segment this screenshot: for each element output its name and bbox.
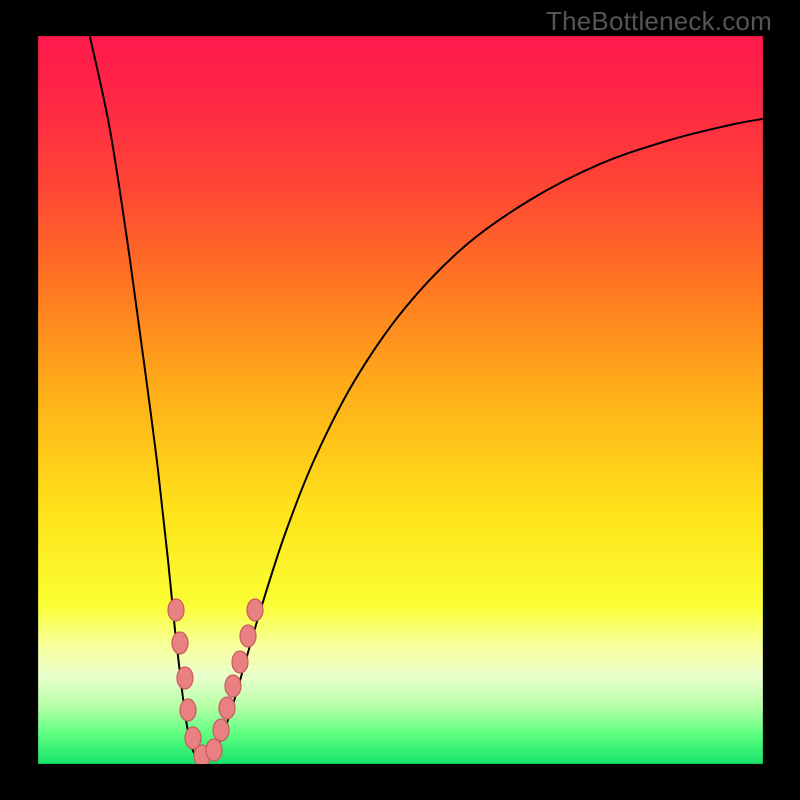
watermark-text: TheBottleneck.com [546,6,772,37]
chart-root: TheBottleneck.com [0,0,800,800]
gradient-background [0,0,800,800]
frame-bottom [38,764,763,800]
frame-left [0,0,38,800]
frame-right [763,0,800,800]
